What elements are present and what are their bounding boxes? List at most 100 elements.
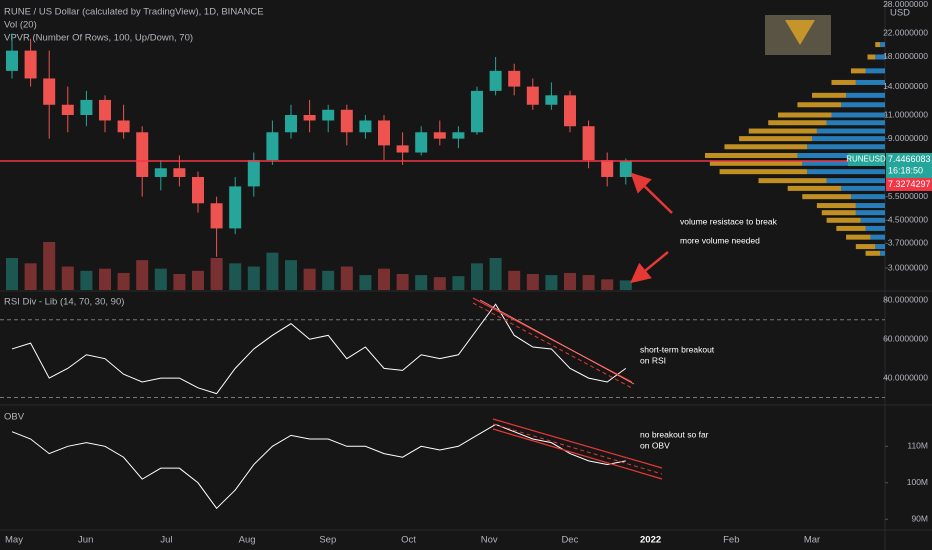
vpvr-up bbox=[855, 203, 885, 209]
vpvr-down bbox=[816, 203, 856, 209]
y-tick-label: 110M bbox=[907, 441, 928, 451]
candle-body bbox=[117, 120, 130, 133]
vpvr-down bbox=[705, 152, 798, 158]
volume-bar bbox=[24, 263, 37, 290]
x-tick-label: Nov bbox=[481, 535, 498, 546]
vpvr-down bbox=[777, 112, 832, 118]
candle-body bbox=[471, 90, 483, 133]
volume-bar bbox=[526, 274, 539, 290]
arrow bbox=[630, 172, 673, 214]
volume-bar bbox=[136, 260, 149, 290]
indicator-label: OBV bbox=[4, 412, 25, 423]
y-tick-label: 3.0000000 bbox=[888, 262, 928, 272]
vpvr-up bbox=[880, 42, 885, 48]
vpvr-down bbox=[768, 120, 827, 126]
volume-bar bbox=[247, 266, 260, 290]
vpvr-down bbox=[850, 68, 866, 74]
prev-price-label: 7.3274297 bbox=[888, 179, 931, 189]
vpvr-up bbox=[875, 244, 885, 250]
volume-bar bbox=[266, 252, 279, 290]
volume-bar bbox=[582, 275, 595, 290]
volume-bar bbox=[173, 274, 186, 290]
annotation: volume resistace to break bbox=[680, 216, 778, 226]
y-tick-label: 100M bbox=[907, 477, 928, 487]
candle-body bbox=[396, 145, 409, 153]
volume-bar bbox=[396, 274, 409, 290]
vpvr-down bbox=[709, 160, 803, 166]
candle-body bbox=[192, 176, 204, 204]
candle-body bbox=[43, 78, 56, 105]
vpvr-up bbox=[865, 225, 885, 231]
candle-body bbox=[303, 115, 316, 121]
volume-bar bbox=[229, 263, 242, 290]
x-tick-label: 2022 bbox=[640, 535, 661, 546]
vpvr-up bbox=[841, 102, 885, 108]
volume-bar bbox=[61, 266, 74, 290]
arrow bbox=[630, 251, 669, 284]
volume-bar bbox=[619, 280, 632, 290]
volume-bar bbox=[378, 268, 390, 290]
vpvr-up bbox=[826, 120, 885, 126]
y-tick-label: 22.0000000 bbox=[883, 28, 928, 38]
x-tick-label: Jul bbox=[160, 535, 172, 546]
vpvr-up bbox=[802, 160, 885, 166]
vpvr-up bbox=[807, 169, 885, 175]
vpvr-down bbox=[787, 185, 842, 191]
x-tick-label: May bbox=[5, 535, 23, 546]
last-price-tag bbox=[886, 153, 932, 178]
prev-price-tag bbox=[886, 178, 932, 191]
volume-bar bbox=[322, 270, 335, 290]
indicator-label: VPVR (Number Of Rows, 100, Up/Down, 70) bbox=[4, 33, 193, 44]
volume-bar bbox=[99, 268, 111, 290]
vpvr-down bbox=[867, 54, 876, 60]
vpvr-up bbox=[855, 79, 885, 85]
indicator-line bbox=[11, 303, 627, 395]
trend-line bbox=[492, 428, 663, 480]
vpvr-up bbox=[850, 194, 885, 200]
drawings bbox=[472, 172, 673, 480]
candle-body bbox=[154, 168, 167, 177]
axis-unit: USD bbox=[890, 8, 910, 19]
vpvr-down bbox=[748, 128, 817, 134]
vpvr-up bbox=[831, 112, 885, 118]
vpvr-down bbox=[812, 92, 847, 98]
x-tick-label: Aug bbox=[239, 535, 256, 546]
volume-bar bbox=[489, 258, 502, 290]
y-tick-label: 14.0000000 bbox=[883, 81, 928, 91]
y-tick-label: 11.0000000 bbox=[884, 109, 929, 119]
volume-bar bbox=[508, 270, 521, 290]
candle-body bbox=[564, 95, 576, 127]
volume-bar bbox=[340, 266, 353, 290]
symbol-tag bbox=[848, 153, 885, 166]
vpvr-down bbox=[855, 244, 876, 250]
y-tick-label: 4.5000000 bbox=[888, 215, 928, 225]
trend-line bbox=[492, 423, 663, 475]
y-tick-label: 5.5000000 bbox=[888, 191, 928, 201]
x-tick-label: Mar bbox=[804, 535, 820, 546]
candle-body bbox=[619, 160, 632, 177]
candle-body bbox=[322, 109, 335, 121]
vpvr-down bbox=[826, 217, 861, 223]
vpvr-up bbox=[797, 152, 885, 158]
volume-bar bbox=[154, 268, 167, 290]
vpvr-up bbox=[870, 234, 885, 240]
vpvr-down bbox=[724, 144, 808, 150]
candle-body bbox=[582, 126, 595, 161]
annotation: more volume needed bbox=[680, 235, 760, 245]
candle-body bbox=[229, 186, 242, 229]
volume-bar bbox=[564, 272, 576, 290]
candle-body bbox=[99, 99, 111, 121]
vpvr-up bbox=[880, 250, 885, 256]
vpvr-up bbox=[826, 178, 885, 184]
x-tick-label: Sep bbox=[319, 535, 336, 546]
y-tick-label: 40.0000000 bbox=[883, 372, 928, 382]
vpvr-up bbox=[816, 128, 885, 134]
candle-body bbox=[266, 132, 279, 161]
volume-bar bbox=[6, 258, 18, 290]
vpvr-down bbox=[739, 136, 813, 142]
candle-body bbox=[489, 70, 502, 91]
indicator-line bbox=[11, 423, 626, 510]
vpvr-down bbox=[831, 79, 856, 85]
y-tick-label: 9.0000000 bbox=[888, 133, 928, 143]
vpvr-down bbox=[758, 178, 827, 184]
